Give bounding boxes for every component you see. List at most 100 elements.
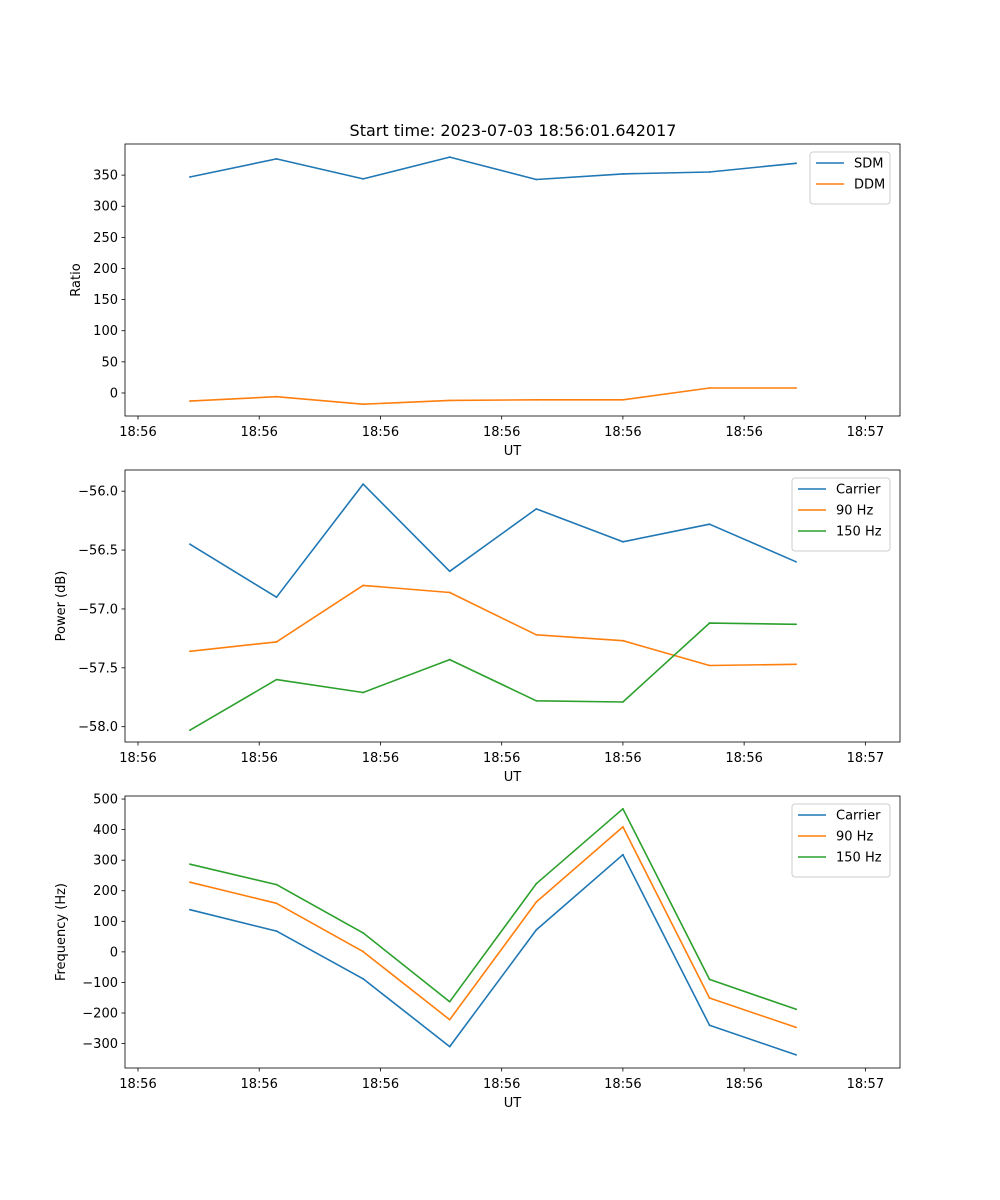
- data-point: [448, 658, 451, 661]
- data-point: [448, 1045, 451, 1048]
- data-point: [708, 171, 711, 173]
- legend-label: Carrier: [836, 483, 881, 498]
- x-tick-label: 18:56: [119, 425, 156, 440]
- y-tick-label: 400: [93, 823, 118, 838]
- chart-panel-3: 500 400 300 200 100 0 −100 −200 −300 18:56 18:56 18…: [54, 793, 901, 1111]
- data-point: [362, 932, 365, 934]
- y-tick-label: 150: [93, 293, 118, 308]
- data-point: [189, 863, 191, 866]
- x-tick-label: 18:56: [362, 751, 399, 766]
- chart-panel-2: −56.0 −56.5 −57.0 −57.5 −58.0 18:56 18:56 18:56…: [54, 469, 901, 785]
- x-tick-label: 18:56: [483, 1077, 520, 1092]
- data-point: [708, 523, 711, 526]
- data-point: [362, 950, 365, 953]
- data-point: [622, 172, 624, 175]
- x-tick-label: 18:56: [483, 751, 520, 766]
- data-point: [362, 177, 365, 180]
- x-tick-label: 18:56: [240, 1077, 277, 1092]
- data-point: [189, 543, 191, 546]
- x-axis-label: UT: [504, 770, 522, 785]
- y-tick-label: 100: [93, 915, 118, 930]
- series-line-150-hz: [189, 622, 797, 731]
- y-axis-label: Power (dB): [54, 571, 69, 642]
- data-point: [275, 930, 278, 932]
- data-point: [275, 678, 278, 681]
- y-tick-label: 0: [110, 386, 118, 401]
- x-tick-label: 18:56: [725, 751, 762, 766]
- data-point: [708, 622, 711, 624]
- data-point: [362, 584, 365, 587]
- data-point: [189, 729, 191, 732]
- data-point: [622, 853, 624, 856]
- data-point: [622, 639, 624, 642]
- legend-label: 150 Hz: [836, 851, 882, 866]
- plot-area-frame: [124, 795, 901, 1069]
- data-point: [795, 623, 797, 626]
- data-point: [535, 699, 538, 702]
- y-tick-label: 50: [101, 355, 118, 370]
- data-point: [448, 570, 451, 573]
- series-line-sdm: [189, 156, 797, 181]
- data-point: [795, 663, 797, 666]
- chart-panels: 0 50 100 150 200 250 300 350 18:56 18:56 18:56 18:5…: [54, 143, 901, 1111]
- y-tick-label: 300: [93, 200, 118, 215]
- data-point: [708, 664, 711, 667]
- data-point: [708, 387, 711, 389]
- data-point: [535, 178, 538, 181]
- legend-label: Carrier: [836, 809, 881, 824]
- y-tick-label: 200: [93, 262, 118, 277]
- y-tick-label: −57.5: [78, 661, 118, 676]
- y-axis-label: Ratio: [69, 263, 84, 296]
- data-point: [189, 881, 191, 884]
- x-tick-label: 18:56: [604, 425, 641, 440]
- data-point: [622, 540, 624, 543]
- x-tick-label: 18:57: [847, 1077, 884, 1092]
- x-tick-label: 18:56: [725, 1077, 762, 1092]
- x-tick-label: 18:57: [847, 425, 884, 440]
- y-tick-label: −200: [82, 1006, 118, 1021]
- data-point: [795, 1053, 797, 1056]
- legend-label: 90 Hz: [836, 830, 873, 845]
- series-line-carrier: [189, 853, 797, 1056]
- data-point: [622, 825, 624, 828]
- series-line-90-hz: [189, 584, 797, 667]
- data-point: [448, 591, 451, 594]
- data-point: [622, 701, 624, 703]
- y-tick-label: 350: [93, 169, 118, 184]
- series-line-carrier: [189, 483, 797, 599]
- x-tick-label: 18:56: [119, 751, 156, 766]
- legend-label: SDM: [854, 157, 883, 172]
- x-tick-label: 18:56: [483, 425, 520, 440]
- data-point: [189, 176, 191, 178]
- series-line-ddm: [189, 387, 797, 406]
- x-tick-label: 18:56: [240, 751, 277, 766]
- data-point: [795, 560, 797, 563]
- data-point: [448, 1000, 451, 1003]
- data-point: [535, 633, 538, 636]
- y-tick-label: −56.0: [78, 485, 118, 500]
- legend-label: 150 Hz: [836, 525, 882, 540]
- data-point: [795, 1026, 797, 1029]
- data-point: [535, 398, 538, 401]
- data-point: [708, 978, 711, 981]
- legend-label: DDM: [854, 178, 885, 193]
- data-point: [535, 882, 538, 885]
- data-point: [189, 400, 191, 402]
- x-tick-label: 18:56: [604, 1077, 641, 1092]
- x-tick-label: 18:56: [362, 425, 399, 440]
- data-point: [275, 902, 278, 905]
- data-point: [275, 883, 278, 886]
- x-axis-label: UT: [504, 444, 522, 459]
- data-point: [622, 398, 624, 401]
- x-tick-label: 18:56: [240, 425, 277, 440]
- y-tick-label: −58.0: [78, 720, 118, 735]
- data-point: [448, 1018, 451, 1021]
- data-point: [535, 928, 538, 931]
- series-line-150-hz: [189, 807, 797, 1011]
- legend: Carrier 90 Hz 150 Hz: [791, 803, 891, 878]
- data-point: [362, 403, 365, 406]
- figure-title: Start time: 2023-07-03 18:56:01.642017: [350, 121, 677, 140]
- data-point: [275, 395, 278, 398]
- x-tick-label: 18:56: [604, 751, 641, 766]
